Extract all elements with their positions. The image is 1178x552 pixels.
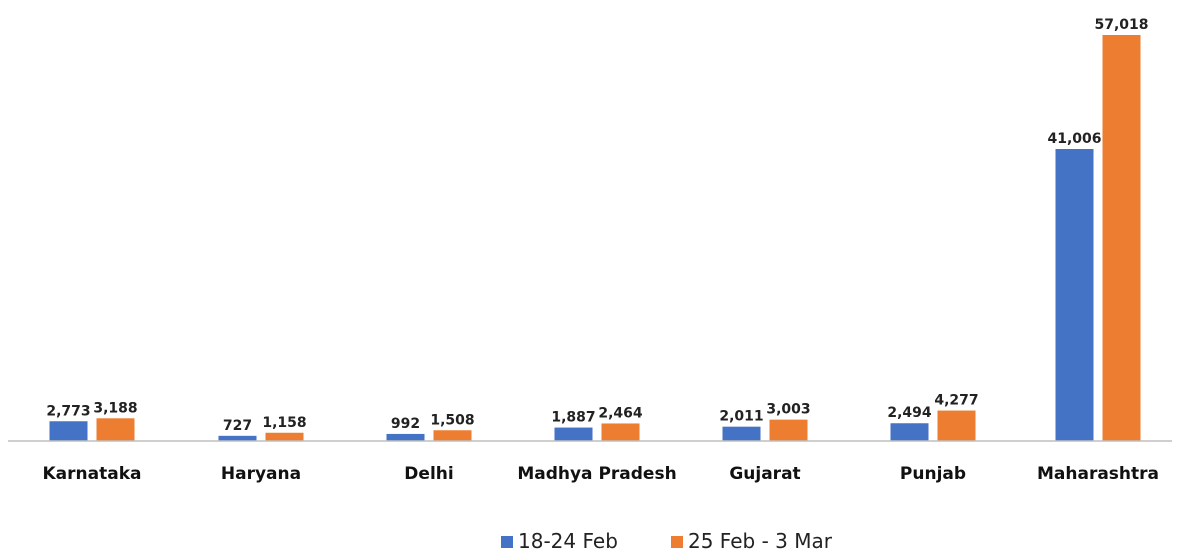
data-label-maharashtra-series-2: 57,018 — [1094, 17, 1148, 33]
category-label-gujarat: Gujarat — [729, 464, 800, 484]
data-label-punjab-series-2: 4,277 — [934, 393, 978, 409]
legend-label-series-1: 18-24 Feb — [518, 529, 618, 552]
data-label-delhi-series-2: 1,508 — [430, 412, 474, 428]
bar-haryana-series-1 — [218, 435, 257, 441]
data-label-gujarat-series-2: 3,003 — [766, 402, 810, 418]
bar-punjab-series-1 — [890, 423, 929, 441]
bar-karnataka-series-1 — [49, 421, 88, 441]
data-label-haryana-series-1: 727 — [223, 418, 252, 434]
category-label-punjab: Punjab — [900, 464, 966, 484]
data-label-karnataka-series-1: 2,773 — [46, 403, 90, 419]
bar-karnataka-series-2 — [96, 418, 135, 441]
legend-label-series-2: 25 Feb - 3 Mar — [688, 529, 833, 552]
data-label-maharashtra-series-1: 41,006 — [1047, 131, 1101, 147]
category-label-karnataka: Karnataka — [43, 464, 142, 484]
bar-madhya-pradesh-series-1 — [554, 427, 593, 441]
bar-delhi-series-1 — [386, 433, 425, 441]
bar-punjab-series-2 — [937, 410, 976, 441]
category-label-madhya-pradesh: Madhya Pradesh — [517, 464, 676, 484]
labels-layer: 2,773 3,188 Karnataka 727 1,158 Haryana 992 1,5… — [43, 17, 1160, 484]
legend: 18-24 Feb 25 Feb - 3 Mar — [501, 529, 833, 552]
data-label-madhya-pradesh-series-2: 2,464 — [598, 405, 643, 421]
legend-swatch-series-2 — [671, 536, 683, 548]
bar-gujarat-series-2 — [769, 419, 808, 441]
bar-maharashtra-series-1 — [1055, 149, 1094, 441]
bar-madhya-pradesh-series-2 — [601, 423, 640, 441]
bar-gujarat-series-1 — [722, 426, 761, 441]
category-label-delhi: Delhi — [404, 464, 453, 484]
category-label-haryana: Haryana — [221, 464, 301, 484]
data-label-punjab-series-1: 2,494 — [887, 405, 932, 421]
data-label-haryana-series-2: 1,158 — [262, 415, 306, 431]
category-label-maharashtra: Maharashtra — [1037, 464, 1159, 484]
bar-maharashtra-series-2 — [1102, 35, 1141, 441]
data-label-gujarat-series-1: 2,011 — [719, 409, 763, 425]
bar-haryana-series-2 — [265, 432, 304, 441]
data-label-karnataka-series-2: 3,188 — [93, 400, 137, 416]
data-label-delhi-series-1: 992 — [391, 416, 420, 432]
bar-delhi-series-2 — [433, 430, 472, 441]
bars-layer — [49, 35, 1141, 441]
legend-swatch-series-1 — [501, 536, 513, 548]
data-label-madhya-pradesh-series-1: 1,887 — [551, 410, 595, 426]
